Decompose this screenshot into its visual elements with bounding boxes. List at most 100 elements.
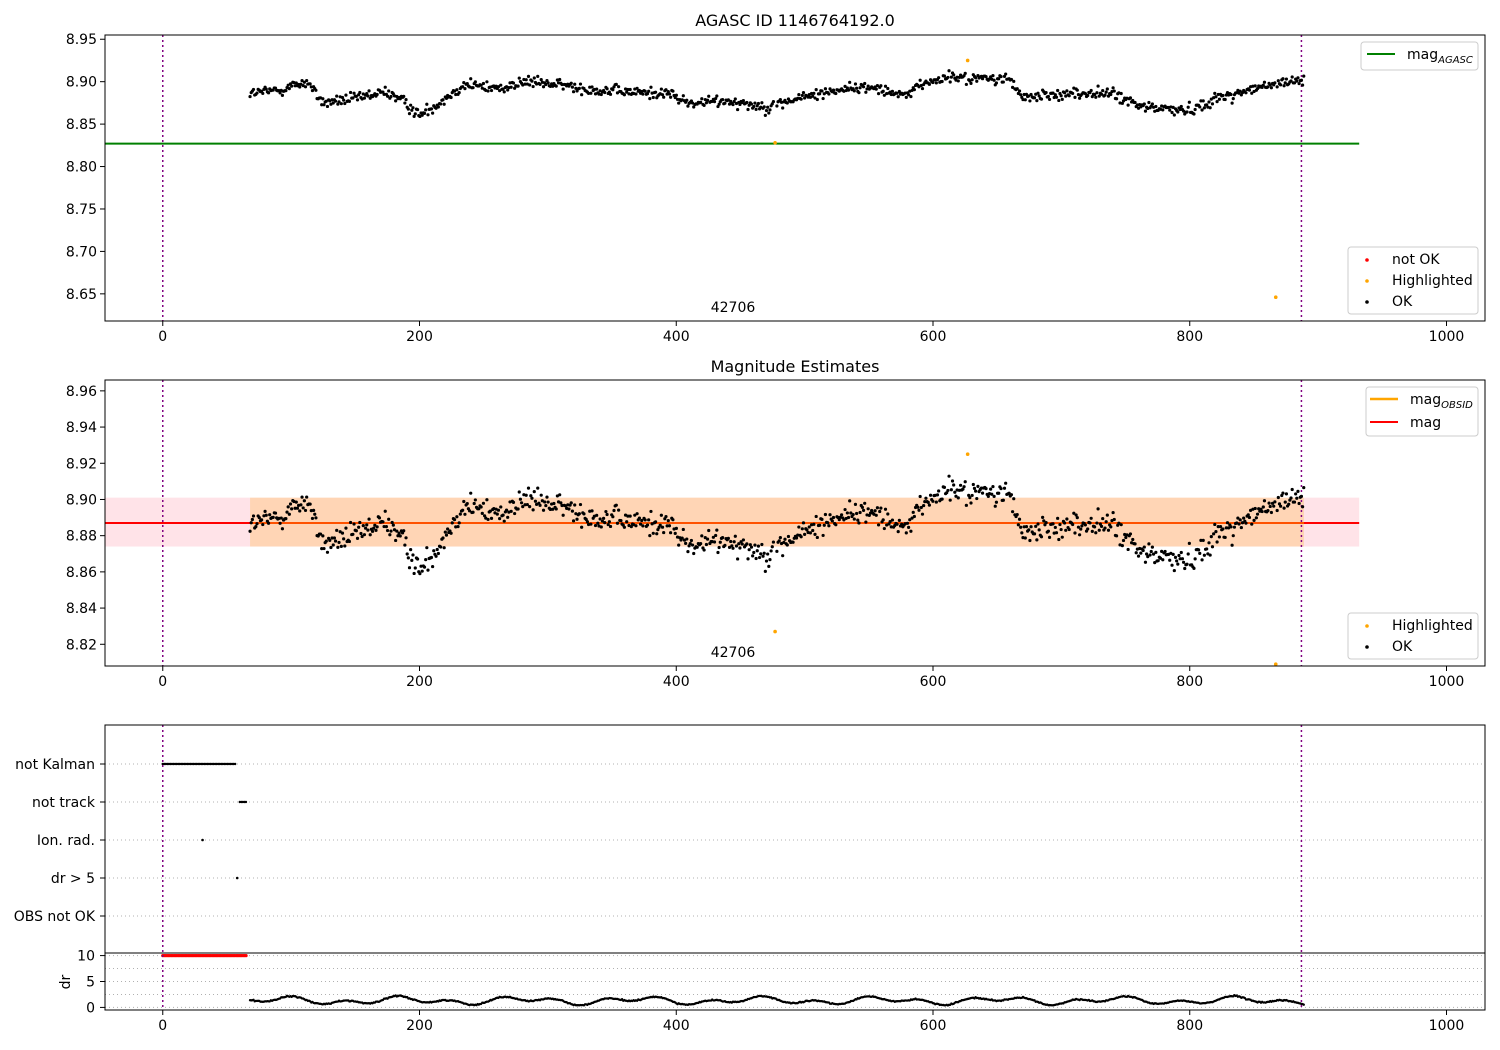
ok-point [469, 77, 473, 81]
ok-point [266, 91, 271, 95]
ok-point [329, 545, 333, 550]
ok-point [351, 96, 355, 100]
ok-point [533, 499, 538, 503]
ok-point [279, 516, 283, 520]
ok-point [1214, 95, 1218, 99]
ok-point [741, 99, 745, 103]
ok-point [1302, 486, 1306, 490]
ok-point [370, 529, 375, 533]
ok-point [461, 508, 465, 512]
ok-point [1120, 544, 1124, 548]
ok-point [718, 540, 722, 544]
ok-point [853, 502, 858, 507]
ok-point [1276, 495, 1280, 500]
ok-point [389, 94, 393, 99]
ok-point [822, 523, 826, 527]
ok-point [1247, 88, 1252, 92]
ok-point [903, 91, 907, 95]
ok-point [959, 483, 963, 487]
ok-point [391, 523, 395, 527]
ok-point [923, 500, 927, 504]
ok-point [868, 511, 873, 515]
ok-point [1209, 535, 1213, 539]
ok-point [764, 559, 769, 563]
ok-point [608, 92, 613, 96]
ok-point [368, 533, 372, 537]
ok-point [431, 564, 435, 569]
ok-point [600, 519, 605, 523]
ok-point [720, 536, 725, 540]
ok-point [1171, 552, 1175, 556]
top-legend-ok-label: OK [1392, 294, 1413, 310]
ok-point [1154, 104, 1158, 109]
ok-point [381, 520, 385, 524]
ok-point [849, 511, 853, 515]
ok-point [677, 101, 681, 105]
ok-point [1151, 552, 1156, 556]
ok-point [1015, 512, 1019, 517]
top-legend-notok-marker [1365, 258, 1369, 262]
ok-point [1192, 112, 1196, 116]
ok-point [309, 85, 313, 89]
ok-point [1223, 97, 1227, 102]
ok-point [1089, 516, 1093, 520]
ok-point [1185, 110, 1189, 114]
ok-point [1104, 520, 1108, 524]
ok-point [1044, 521, 1048, 525]
ok-point [385, 528, 390, 533]
ok-point [367, 517, 371, 521]
x-tick-label: 400 [663, 1018, 690, 1034]
ok-point [517, 76, 521, 80]
ok-point [1282, 506, 1286, 510]
ok-point [761, 554, 765, 558]
ok-point [569, 501, 573, 505]
ok-point [1017, 89, 1022, 93]
ok-point [895, 522, 899, 526]
ok-point [803, 96, 807, 100]
ok-point [741, 538, 745, 542]
ok-point [340, 95, 345, 100]
y-tick-label: 8.96 [66, 384, 97, 400]
dr-axis-label: dr [58, 974, 74, 989]
ok-point [896, 95, 900, 99]
ok-point [301, 506, 305, 510]
ok-point [837, 517, 841, 522]
ok-point [762, 105, 766, 109]
ok-point [1094, 95, 1098, 99]
ok-point [1280, 493, 1284, 498]
ok-point [794, 536, 799, 540]
y-tick-label: 8.90 [66, 75, 97, 91]
ok-point [953, 490, 957, 494]
ok-point [952, 73, 956, 77]
ok-point [1213, 91, 1217, 95]
ok-point [904, 95, 908, 99]
ok-point [599, 525, 603, 529]
ok-point [1059, 527, 1063, 532]
ok-point [589, 522, 593, 526]
ok-point [398, 97, 402, 101]
ok-point [1086, 527, 1090, 531]
ok-point [1299, 494, 1304, 498]
ok-point [384, 525, 388, 529]
ok-point [766, 105, 770, 109]
ok-point [1073, 531, 1077, 535]
ok-point [1176, 110, 1180, 114]
ok-point [726, 98, 730, 102]
ok-point [1216, 92, 1220, 97]
ok-point [539, 493, 543, 497]
ok-point [904, 531, 908, 535]
ok-point [441, 536, 445, 540]
ok-point [860, 505, 864, 509]
ok-point [890, 518, 895, 522]
ok-point [688, 541, 692, 546]
ok-point [628, 87, 632, 92]
ok-point [808, 531, 813, 535]
ok-point [1010, 85, 1015, 89]
ok-point [413, 566, 417, 570]
ok-point [1073, 95, 1077, 100]
ok-point [1148, 553, 1152, 557]
ok-point [861, 85, 866, 89]
ok-point [950, 479, 955, 483]
ok-point [625, 90, 629, 94]
ok-point [619, 518, 623, 523]
